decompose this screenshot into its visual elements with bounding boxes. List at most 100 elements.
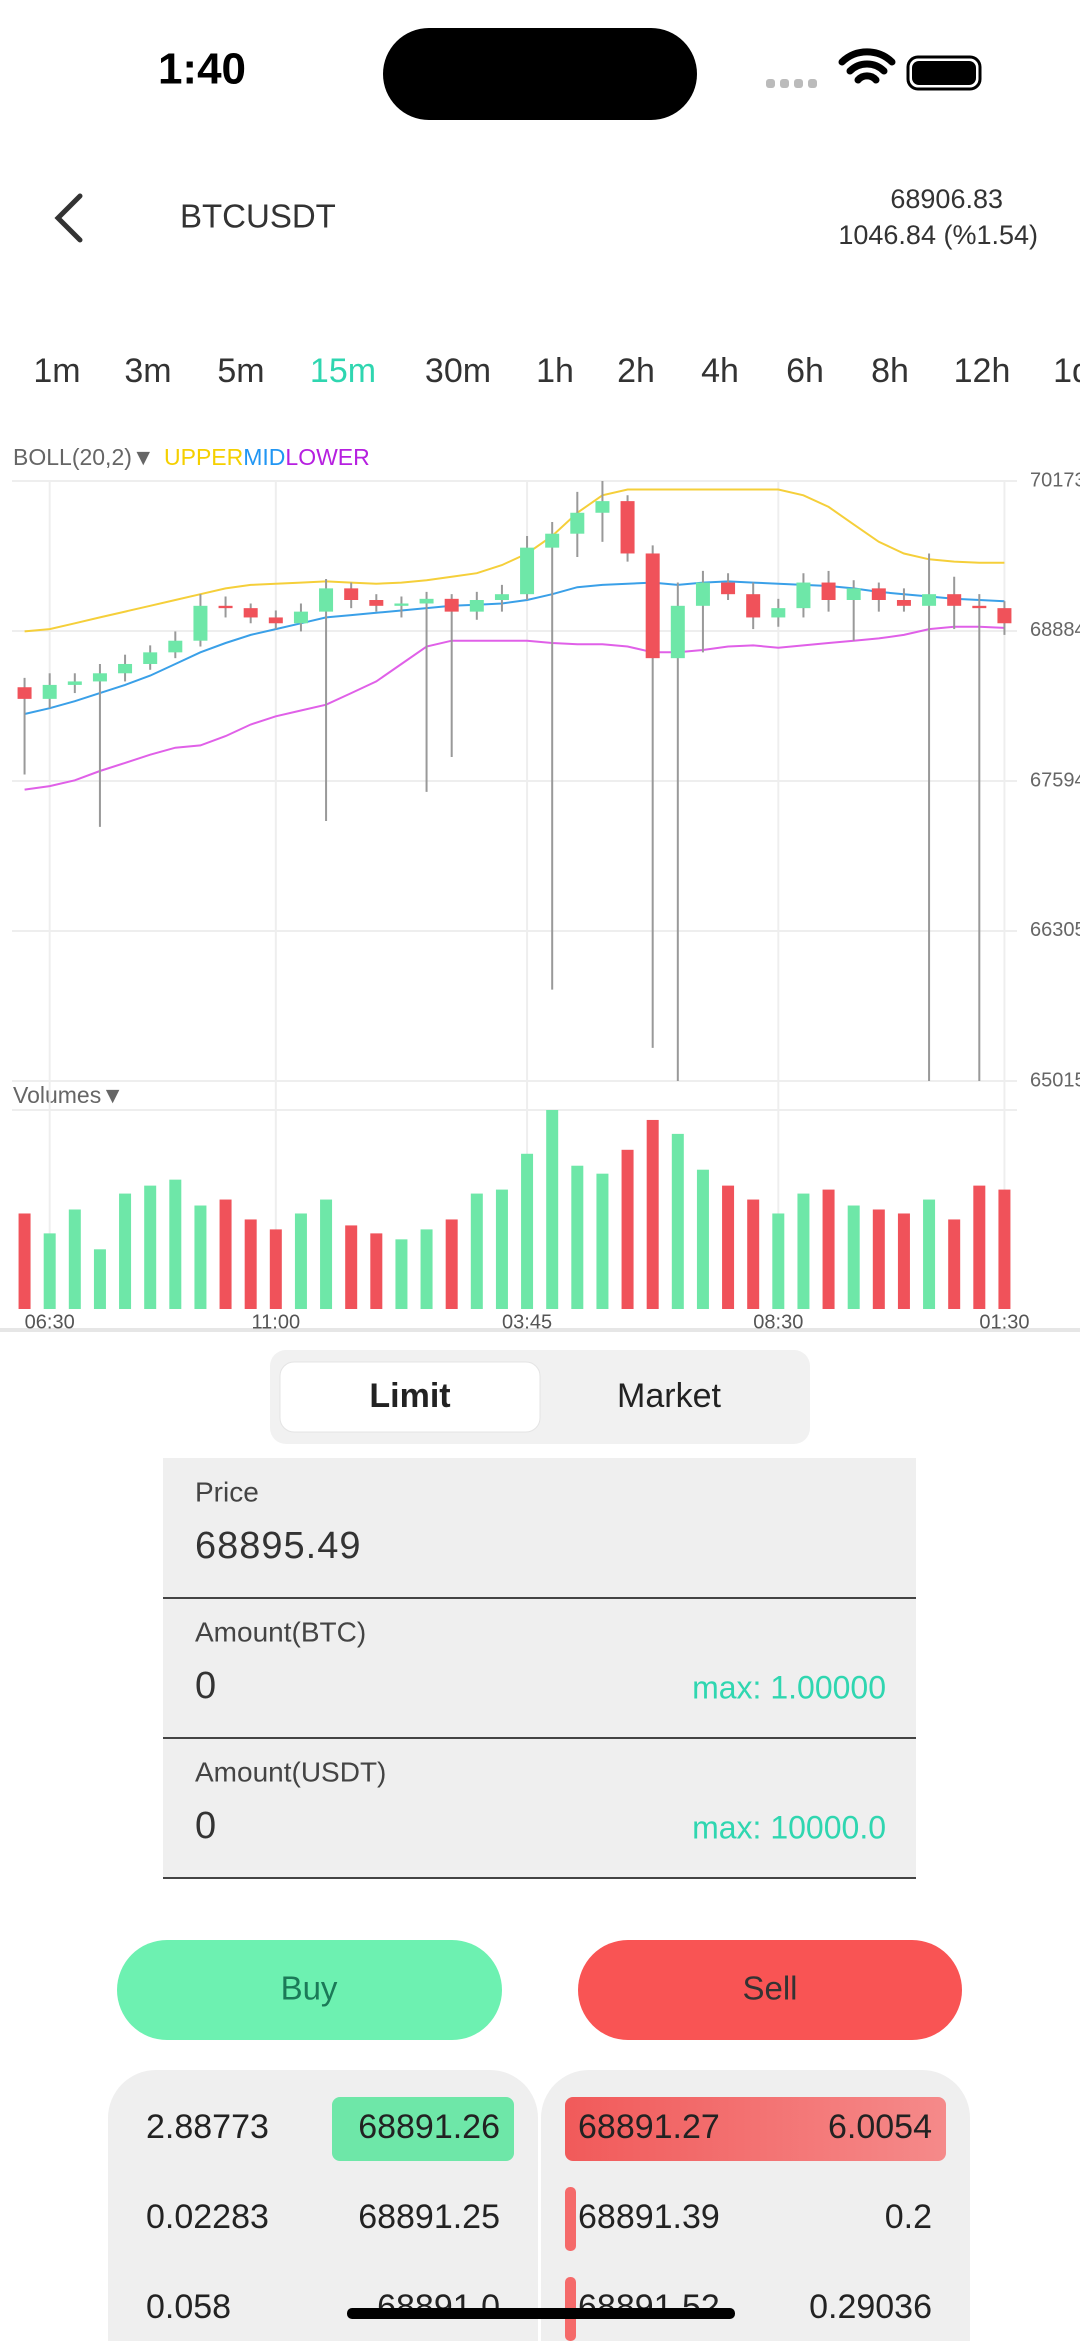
candle-body — [218, 605, 233, 609]
order-tab[interactable]: Limit — [369, 1377, 450, 1415]
field-max: max: 10000.0 — [692, 1809, 886, 1845]
volume-bar — [973, 1185, 986, 1309]
volume-bar — [747, 1199, 760, 1309]
interval-tab[interactable]: 6h — [786, 352, 824, 390]
field-value[interactable]: 0 — [195, 1805, 217, 1847]
back-button[interactable] — [54, 193, 83, 243]
signal-icon — [766, 79, 817, 88]
sell-label[interactable]: Sell — [742, 1970, 797, 2007]
order-tab[interactable]: Market — [617, 1377, 721, 1415]
bid-highlight — [332, 2097, 514, 2161]
candle-body — [419, 598, 434, 604]
x-tick-label: 06:30 — [25, 1311, 75, 1333]
interval-tab[interactable]: 8h — [871, 352, 909, 390]
dynamic-island — [383, 28, 697, 120]
bid-price: 68891.26 — [358, 2108, 500, 2146]
candle-body — [344, 588, 359, 600]
interval-tab[interactable]: 15m — [310, 352, 376, 390]
volume-bar — [923, 1199, 936, 1309]
bid-price: 68891.0 — [377, 2288, 500, 2326]
interval-tab[interactable]: 1m — [33, 352, 80, 390]
legend-entry: MID — [243, 444, 285, 470]
interval-tab[interactable]: 1h — [536, 352, 574, 390]
boll-line — [24, 488, 1005, 633]
interval-tab[interactable]: 1d — [1053, 352, 1080, 390]
field-max: max: 1.00000 — [692, 1669, 886, 1705]
ask-price: 68891.39 — [578, 2198, 720, 2236]
volume-bar — [521, 1153, 534, 1309]
interval-tab[interactable]: 2h — [617, 352, 655, 390]
interval-tab[interactable]: 30m — [425, 352, 491, 390]
y-tick-label: 65015 — [1030, 1069, 1080, 1091]
volume-bar — [546, 1110, 559, 1309]
y-tick-label: 68884 — [1030, 619, 1080, 641]
volume-bar — [797, 1193, 810, 1309]
field-label: Amount(USDT) — [195, 1756, 386, 1787]
volume-bar — [420, 1229, 433, 1309]
volume-bar — [948, 1219, 961, 1309]
home-indicator — [347, 2308, 735, 2319]
candle-body — [494, 594, 509, 600]
volume-bar — [847, 1205, 860, 1309]
volume-bar — [621, 1149, 634, 1309]
sell-button[interactable] — [578, 1940, 962, 2040]
candle-body — [268, 617, 283, 624]
volume-bar — [169, 1179, 182, 1309]
interval-tab[interactable]: 4h — [701, 352, 739, 390]
field-value[interactable]: 68895.49 — [195, 1525, 362, 1567]
volume-bar — [269, 1229, 282, 1309]
candle-body — [896, 599, 911, 606]
volume-bar — [822, 1189, 835, 1309]
volume-bar — [43, 1233, 56, 1309]
volume-bar — [144, 1185, 157, 1309]
x-tick-label: 08:30 — [753, 1311, 803, 1333]
volume-bar — [119, 1193, 132, 1309]
interval-tab[interactable]: 3m — [124, 352, 171, 390]
bid-amount: 2.88773 — [146, 2108, 269, 2146]
candle-body — [871, 588, 886, 600]
volume-bar — [294, 1213, 307, 1309]
candle-body — [193, 605, 208, 641]
candle-body — [369, 599, 384, 606]
candle-body — [997, 608, 1012, 624]
buy-label[interactable]: Buy — [281, 1970, 338, 2007]
candle-body — [17, 687, 32, 699]
volume-bar — [998, 1189, 1011, 1309]
volume-bar — [244, 1219, 257, 1309]
candle-body — [645, 553, 660, 659]
volume-bar — [722, 1185, 735, 1309]
battery-level — [912, 61, 976, 85]
candle-body — [469, 599, 484, 612]
field-value[interactable]: 0 — [195, 1665, 217, 1707]
ask-price: 68891.27 — [578, 2108, 720, 2146]
candle-body — [595, 501, 610, 513]
volume-bar — [596, 1173, 609, 1309]
buy-button[interactable] — [117, 1940, 502, 2040]
interval-tab[interactable]: 5m — [217, 352, 264, 390]
bid-price: 68891.25 — [358, 2198, 500, 2236]
volume-bar — [897, 1213, 910, 1309]
boll-line — [24, 580, 1005, 715]
status-time: 1:40 — [158, 45, 246, 94]
candle-body — [67, 681, 82, 685]
volume-bar — [772, 1213, 785, 1309]
volume-bar — [571, 1165, 584, 1309]
candle-body — [570, 512, 585, 534]
header-price: 68906.83 — [890, 184, 1003, 214]
volume-bar — [370, 1233, 383, 1309]
active-tab — [279, 1361, 541, 1433]
legend-entry: UPPER — [164, 444, 243, 470]
bid-amount: 0.058 — [146, 2288, 231, 2326]
ask-amount: 0.2 — [885, 2198, 932, 2236]
volume-bar — [194, 1205, 207, 1309]
candle-body — [771, 608, 786, 618]
candle-body — [520, 547, 535, 595]
interval-tab[interactable]: 12h — [954, 352, 1011, 390]
candle-body — [243, 608, 258, 618]
candle-body — [670, 605, 685, 659]
header-change: 1046.84 (%1.54) — [838, 220, 1038, 250]
volume-bar — [470, 1193, 483, 1309]
candle-body — [92, 673, 107, 682]
